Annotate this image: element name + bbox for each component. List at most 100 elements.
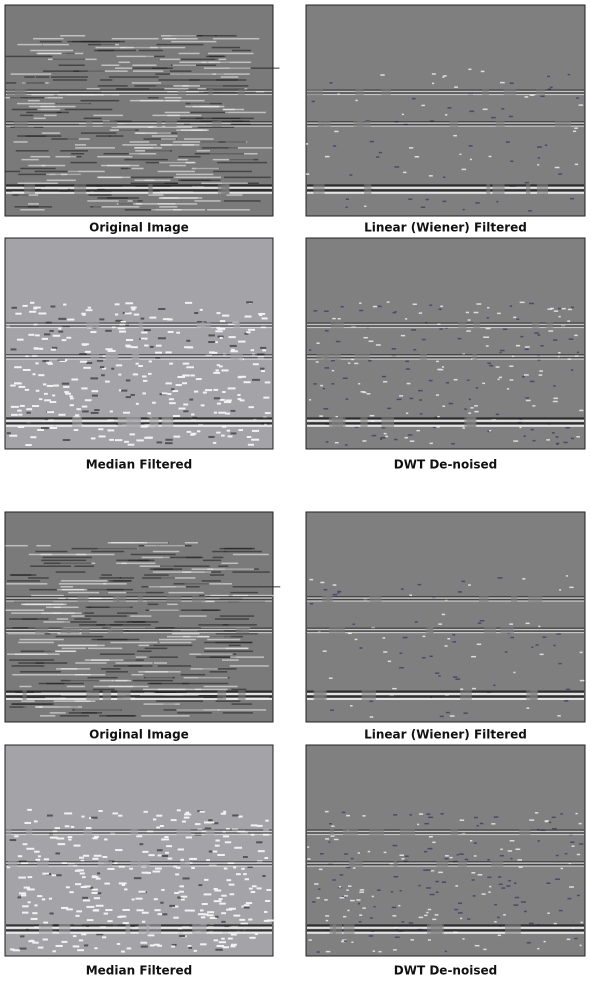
texture [159,638,196,641]
speckle [558,307,561,310]
speckle [513,316,517,319]
speckle [558,315,561,318]
texture [71,547,95,550]
texture [184,301,193,304]
texture [185,836,192,839]
texture [250,349,255,352]
reflector-gap [191,596,206,602]
texture [141,715,190,717]
reflector-gap [131,354,140,361]
speckle [546,439,550,441]
texture [11,306,17,309]
texture [200,943,207,946]
reflector [6,832,272,834]
speckle [359,302,362,304]
texture [11,665,45,667]
reflector-gap [238,690,246,701]
texture [73,844,81,847]
texture [176,173,214,176]
reflector [6,125,272,127]
speckle [323,408,329,410]
texture [64,825,70,828]
texture [244,332,249,335]
speckle [345,206,348,209]
texture [20,167,56,170]
texture [215,915,219,918]
texture [69,404,74,407]
speckle [324,155,330,158]
texture [111,679,132,682]
speckle [322,387,325,390]
texture [179,885,185,888]
speckle [556,633,562,635]
reflector-gap [7,861,18,868]
speckle [432,82,435,85]
texture [96,359,104,362]
reflector-gap [107,627,124,634]
texture [230,432,237,435]
reflector [307,326,584,329]
texture [204,878,209,881]
reflector [307,600,584,602]
texture [126,947,132,950]
texture [107,164,140,167]
speckle [556,443,559,446]
texture [115,364,123,367]
texture [98,810,103,813]
texture [156,43,204,46]
reflector [307,417,584,420]
reflector [307,695,584,698]
speckle [475,387,479,389]
speckle [526,942,531,944]
texture [22,905,29,908]
speckle [509,623,513,625]
texture [160,565,210,567]
speckle [416,429,420,432]
speckle [569,197,575,200]
texture [101,64,120,66]
texture [225,111,266,114]
reflector [307,124,584,126]
texture [242,856,248,859]
speckle [348,362,351,364]
speckle [493,816,499,818]
texture [167,857,173,860]
speckle [444,645,448,647]
texture [64,812,73,815]
texture [103,153,139,155]
texture [9,434,18,437]
caption: Original Image [89,728,189,742]
speckle [481,893,486,895]
speckle [553,310,559,312]
reflector-gap [313,184,325,195]
reflector [6,829,272,831]
speckle [316,342,320,344]
speckle [539,653,544,656]
speckle [413,348,417,351]
image [305,511,586,723]
texture [5,82,17,84]
speckle [438,871,443,874]
speckle [514,896,520,899]
texture [33,820,38,823]
panel [4,4,280,217]
speckle [561,307,566,310]
texture [157,913,163,916]
texture [252,378,260,381]
texture [132,621,145,623]
texture [157,337,166,340]
texture [189,857,197,860]
texture [81,343,89,346]
texture [14,366,22,369]
speckle [393,949,397,951]
texture [20,114,34,117]
speckle [483,948,487,951]
speckle [536,146,542,148]
texture [15,150,49,152]
reflector-gap [212,121,222,128]
speckle [499,854,504,857]
texture [160,901,164,904]
texture [66,908,73,911]
texture [200,404,205,407]
speckle [445,855,449,857]
